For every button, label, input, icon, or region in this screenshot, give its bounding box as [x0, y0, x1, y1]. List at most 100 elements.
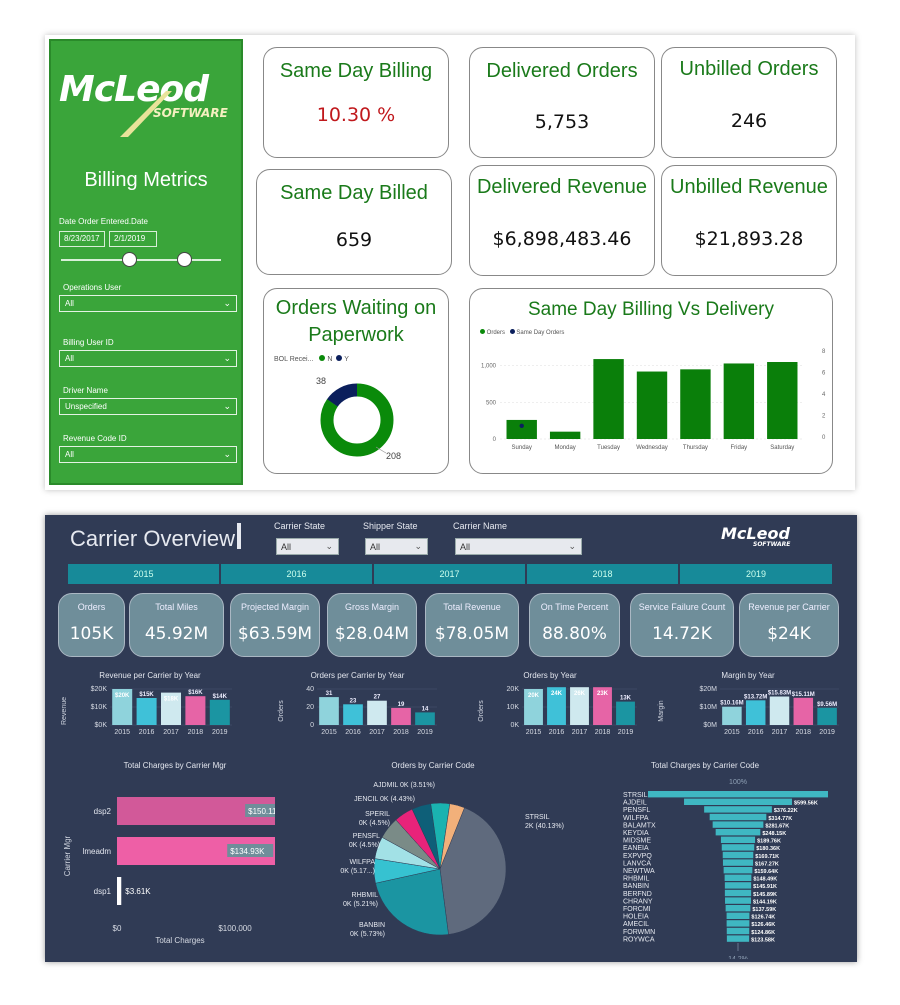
revenue-code-dropdown[interactable]: All ⌄: [59, 446, 237, 463]
y-tick-label: 1,000: [481, 364, 497, 370]
operations-user-label: Operations User: [63, 283, 122, 292]
pie-label: 0K (4.5%): [359, 820, 390, 827]
year-tab-2018[interactable]: 2018: [527, 564, 678, 584]
funnel-bottom-pct: 14.2%: [728, 956, 748, 959]
y-tick-label: 0K: [510, 722, 519, 729]
kpi-value: 88.80%: [542, 624, 607, 644]
y2-tick-label: 8: [822, 349, 826, 355]
funnel-bar-ajdeil: [684, 798, 792, 805]
card-title: Same Day Billing: [279, 60, 433, 82]
pie-label: JENCIL 0K (4.43%): [354, 796, 415, 803]
card-title: Same Day Billed: [280, 182, 428, 204]
orders-code-title: Orders by Carrier Code: [391, 761, 475, 770]
kpi-title: On Time Percent: [540, 602, 609, 612]
data-label: 13K: [620, 696, 632, 702]
kpi-total-revenue: Total Revenue $78.05M: [425, 593, 519, 657]
funnel-bar-chrany: [725, 897, 751, 904]
charges-code-title: Total Charges by Carrier Code: [650, 761, 760, 770]
billing-dashboard: McLeod SOFTWARE Billing Metrics Date Ord…: [45, 35, 855, 490]
same-day-billed-card: Same Day Billed 659: [256, 169, 452, 275]
y-tick-label: $10K: [91, 704, 108, 711]
year-tab-2015[interactable]: 2015: [68, 564, 219, 584]
funnel-category-label: HOLEIA: [623, 914, 649, 921]
carrier-state-value: All: [281, 542, 292, 552]
kpi-value: $28.04M: [334, 624, 410, 644]
x-tick-label: 2018: [393, 729, 409, 736]
funnel-data-label: $167.27K: [755, 861, 779, 867]
pie-label: PENSFL: [353, 833, 380, 840]
paperwork-title-line2: Paperwork: [308, 324, 404, 346]
funnel-data-label: $189.76K: [757, 839, 781, 845]
data-label: 19: [398, 702, 405, 708]
y-axis-title: Carrier Mgr: [63, 835, 72, 876]
date-from-input[interactable]: 8/23/2017: [59, 231, 105, 247]
carrier-state-dropdown[interactable]: All ⌄: [276, 538, 339, 555]
funnel-category-label: EANEIA: [623, 845, 649, 852]
legend-title: BOL Recei...: [274, 356, 314, 363]
sdb-bar-chart: 0 500 1,000 0 2 4 6 8 Sunday Monday Tuesday Wednesd…: [481, 349, 826, 451]
y2-tick-label: 4: [822, 392, 826, 398]
driver-name-dropdown[interactable]: Unspecified ⌄: [59, 398, 237, 415]
kpi-orders: Orders 105K: [58, 593, 125, 657]
funnel-data-label: $144.19K: [753, 899, 777, 905]
bar-2018: [185, 696, 206, 725]
donut-label-n: 208: [386, 451, 402, 461]
x-tick-label: $100,000: [218, 924, 252, 933]
logo-subtext: SOFTWARE: [153, 106, 228, 120]
billing-user-dropdown[interactable]: All ⌄: [59, 350, 237, 367]
category-label: lmeadm: [83, 847, 112, 856]
date-slider-handle-start[interactable]: [122, 252, 137, 267]
bar-2018: [593, 687, 612, 725]
bar-2017: [367, 700, 387, 725]
funnel-data-label: $137.59K: [752, 907, 776, 913]
shipper-state-dropdown[interactable]: All ⌄: [365, 538, 428, 555]
funnel-bar-forcmi: [725, 905, 751, 912]
funnel-category-label: EXPVPQ: [623, 853, 652, 860]
operations-user-value: All: [65, 299, 74, 308]
y-tick-label: 0: [493, 437, 497, 443]
delivered-revenue-card: Delivered Revenue $6,898,483.46: [469, 165, 655, 276]
driver-name-value: Unspecified: [65, 402, 107, 411]
data-label: $15K: [139, 692, 154, 698]
y-axis-title: Orders: [278, 700, 285, 722]
logo-slash-icon: [120, 91, 172, 137]
data-label: 31: [326, 691, 333, 697]
chevron-down-icon: ⌄: [568, 541, 576, 551]
x-tick-label: Tuesday: [597, 445, 620, 451]
pie-slice-strsil: [439, 807, 507, 935]
data-label: 14: [422, 706, 429, 712]
funnel-category-label: LANVCA: [623, 860, 651, 867]
kpi-projected-margin: Projected Margin $63.59M: [230, 593, 320, 657]
pie-slice-ajdmil: [439, 803, 465, 870]
year-tab-2017[interactable]: 2017: [374, 564, 525, 584]
mcleod-logo-small: McLeod SOFTWARE: [721, 524, 801, 552]
funnel-category-label: ROYWCA: [623, 936, 655, 943]
funnel-bar-strsil: [648, 791, 828, 798]
funnel-bar-lanvca: [722, 859, 754, 866]
y-axis-title: Margin: [658, 700, 665, 722]
mini-title-rev-per-carrier: Revenue per Carrier by Year: [99, 671, 201, 680]
x-tick-label: Thursday: [683, 445, 708, 451]
funnel-bar-eaneia: [721, 844, 755, 851]
operations-user-dropdown[interactable]: All ⌄: [59, 295, 237, 312]
kpi-title: Gross Margin: [344, 602, 399, 612]
card-title: Delivered Orders: [486, 60, 638, 82]
carrier-name-dropdown[interactable]: All ⌄: [455, 538, 582, 555]
year-tab-2019[interactable]: 2019: [680, 564, 832, 584]
data-label: 20K: [528, 693, 540, 699]
funnel-data-label: $314.77K: [768, 816, 792, 822]
kpi-title: Service Failure Count: [638, 602, 726, 612]
legend-dot-n: [319, 355, 326, 361]
date-to-input[interactable]: 2/1/2019: [109, 231, 157, 247]
mini-title-orders-by-year: Orders by Year: [523, 671, 577, 680]
year-tab-2016[interactable]: 2016: [221, 564, 372, 584]
funnel-category-label: NEWTWA: [623, 868, 655, 875]
funnel-data-label: $145.91K: [753, 884, 777, 890]
billing-user-value: All: [65, 354, 74, 363]
funnel-category-label: PENSFL: [623, 807, 650, 814]
orders-per-carrier-chart: Orders 0 20 40 31 2015 23 2016 27 2017 19 2018 14 201…: [278, 686, 437, 736]
funnel-data-label: $599.56K: [794, 801, 818, 807]
data-label: 27: [374, 695, 381, 701]
date-slider-handle-end[interactable]: [177, 252, 192, 267]
funnel-bar-amecil: [726, 920, 750, 927]
